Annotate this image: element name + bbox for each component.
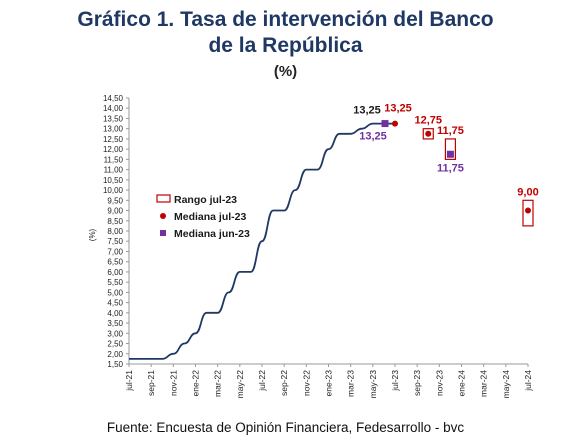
y-tick-label: 7,50 [107,237,123,246]
y-tick-label: 6,50 [107,258,123,267]
median-jul-dot [525,207,531,214]
y-tick-label: 8,00 [107,227,123,236]
y-tick-label: 12,00 [103,145,124,154]
y-tick-label: 8,50 [107,217,123,226]
y-tick-label: 5,00 [107,288,123,297]
legend-label: Mediana jun-23 [174,228,250,240]
median-jun-square [381,120,389,128]
y-tick-label: 6,00 [107,268,123,277]
chart-title-line1: Gráfico 1. Tasa de intervención del Banc… [77,8,494,31]
range-box [422,128,434,140]
x-tick-label: jul-21 [124,370,134,392]
x-tick-label: ene-22 [191,370,201,397]
median-jun-square [446,150,454,158]
data-label-median-jul: 12,75 [414,115,442,127]
x-tick-label: may-23 [368,370,378,399]
y-axis-label: (%) [88,228,97,241]
legend-swatch-median-jul [160,213,166,219]
x-tick-label: mar-24 [479,370,489,397]
y-tick-label: 4,50 [107,299,123,308]
data-label-current: 13,25 [353,105,381,117]
y-tick-label: 4,00 [107,309,123,318]
source-note: Fuente: Encuesta de Opinión Financiera, … [106,420,465,435]
y-tick-label: 10,50 [103,176,124,185]
x-tick-label: nov-22 [301,370,311,396]
x-tick-label: nov-21 [168,370,178,396]
median-jul-dot [392,120,398,127]
y-tick-label: 7,00 [107,247,123,256]
y-tick-label: 2,50 [107,340,123,349]
y-tick-label: 12,50 [103,135,124,144]
series-line [129,122,395,360]
y-tick-label: 11,50 [104,155,124,164]
chart-subtitle: (%) [273,63,298,80]
x-tick-label: may-22 [235,370,245,399]
x-tick-label: sep-23 [412,370,422,396]
y-tick-label: 1,50 [107,360,123,369]
y-tick-label: 3,50 [107,319,123,328]
legend-swatch-median-jun [160,230,166,236]
x-tick-label: sep-22 [279,370,289,396]
x-tick-label: may-24 [501,370,511,399]
x-tick-label: ene-23 [324,370,334,397]
data-label-median-jun: 11,75 [437,162,464,174]
y-tick-label: 13,00 [103,125,124,134]
y-tick-label: 3,00 [107,329,123,338]
x-tick-label: sep-21 [146,370,156,396]
x-tick-label: jul-23 [390,370,400,392]
y-tick-label: 14,50 [103,94,124,103]
x-tick-label: mar-22 [213,370,223,397]
x-tick-label: jul-22 [257,370,267,392]
y-tick-label: 14,00 [103,104,124,113]
range-box [444,138,457,160]
chart: 1,502,002,50 3,003,504,004,50 5,005,506,00… [88,94,539,399]
legend-label: Rango jul-23 [174,194,237,206]
y-tick-label: 11,00 [104,166,124,175]
y-tick-label: 5,50 [107,278,123,287]
data-label-median-jun: 13,25 [359,131,387,143]
x-tick-label: nov-23 [434,370,444,396]
x-tick-label: mar-23 [346,370,356,397]
data-label-median-jul: 13,25 [384,103,412,115]
chart-title-line2: de la República [208,34,363,57]
data-label-median-jul: 9,00 [517,186,538,198]
x-tick-label: ene-24 [457,370,467,397]
median-jul-dot [425,130,432,137]
x-tick-label: jul-24 [523,370,533,392]
y-tick-label: 9,50 [107,196,123,205]
y-tick-label: 2,00 [107,350,123,359]
y-tick-label: 13,50 [103,114,124,123]
range-box [522,199,534,227]
data-label-median-jul: 11,75 [437,125,464,137]
y-tick-label: 9,00 [107,207,123,216]
legend-label: Mediana jul-23 [174,211,247,223]
legend-swatch-range [156,194,171,203]
y-tick-label: 10,00 [103,186,124,195]
